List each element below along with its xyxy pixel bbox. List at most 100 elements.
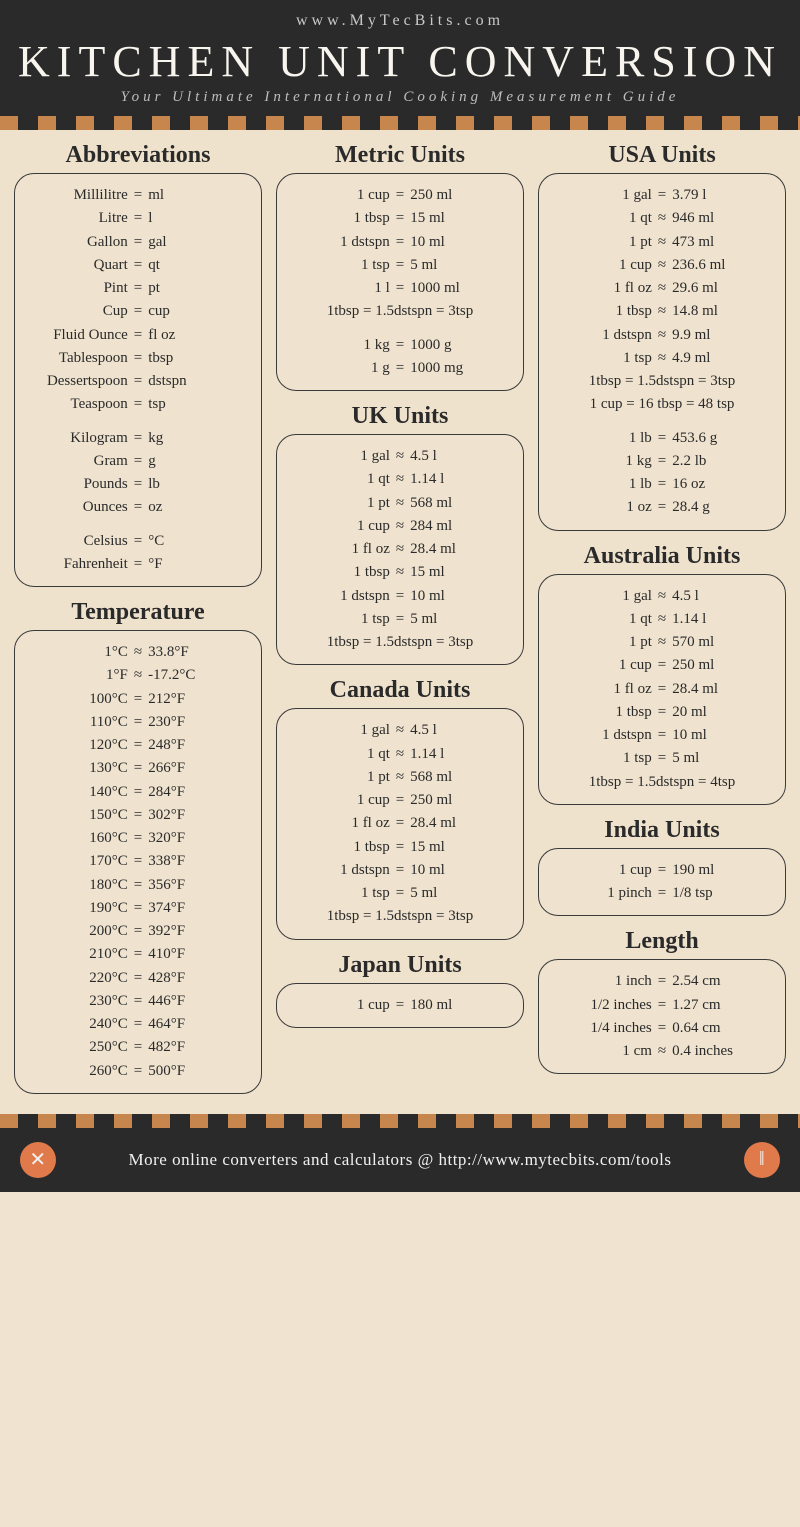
conversion-op: =: [132, 277, 144, 300]
conversion-left: 1 tsp: [547, 747, 656, 770]
conversion-row: 1 tsp=5 ml: [547, 747, 777, 770]
section-title: India Units: [538, 817, 786, 844]
conversion-right: 410°F: [144, 943, 253, 966]
conversion-op: =: [132, 347, 144, 370]
conversion-op: =: [132, 496, 144, 519]
conversion-op: =: [132, 553, 144, 576]
conversion-op: =: [132, 850, 144, 873]
conversion-left: 1/2 inches: [547, 994, 656, 1017]
conversion-op: =: [132, 254, 144, 277]
conversion-left: 1°F: [23, 664, 132, 687]
conversion-left: 220°C: [23, 967, 132, 990]
conversion-op: =: [656, 473, 668, 496]
conversion-right: tbsp: [144, 347, 253, 370]
conversion-left: 250°C: [23, 1036, 132, 1059]
conversion-left: 1 tbsp: [285, 561, 394, 584]
spacer: [23, 520, 253, 530]
conversion-right: 28.4 g: [668, 496, 777, 519]
conversion-right: g: [144, 450, 253, 473]
conversion-row: 1 cup = 16 tbsp = 48 tsp: [547, 393, 777, 416]
conversion-right: fl oz: [144, 324, 253, 347]
conversion-op: =: [132, 943, 144, 966]
conversion-right: 1.14 l: [406, 743, 515, 766]
conversion-right: 284 ml: [406, 515, 515, 538]
conversion-op: =: [132, 781, 144, 804]
conversion-right: gal: [144, 231, 253, 254]
conversion-row: 1 tbsp=20 ml: [547, 701, 777, 724]
page-title: KITCHEN UNIT CONVERSION: [0, 36, 800, 87]
conversion-left: 1 pt: [547, 631, 656, 654]
conversion-row: 1 lb=453.6 g: [547, 427, 777, 450]
conversion-right: l: [144, 207, 253, 230]
conversion-row: 240°C=464°F: [23, 1013, 253, 1036]
conversion-row: Tablespoon=tbsp: [23, 347, 253, 370]
conversion-left: 1 cup: [285, 515, 394, 538]
conversion-op: =: [132, 990, 144, 1013]
conversion-right: 1.27 cm: [668, 994, 777, 1017]
conversion-row: 180°C=356°F: [23, 874, 253, 897]
conversion-op: ≈: [394, 445, 406, 468]
section-title: UK Units: [276, 403, 524, 430]
footer-text: More online converters and calculators @…: [64, 1150, 736, 1170]
conversion-left: 1 dstspn: [547, 324, 656, 347]
conversion-left: 1 tbsp: [285, 207, 394, 230]
conversion-left: Ounces: [23, 496, 132, 519]
conversion-row: 1 tbsp=15 ml: [285, 836, 515, 859]
conversion-row: 1 qt≈1.14 l: [285, 743, 515, 766]
conversion-row: Celsius=°C: [23, 530, 253, 553]
conversion-op: =: [656, 970, 668, 993]
conversion-left: 260°C: [23, 1060, 132, 1083]
conversion-row: 1 dstspn=10 ml: [285, 585, 515, 608]
section-frame: 1 gal≈4.5 l1 qt≈1.14 l1 pt≈568 ml1 cup=2…: [276, 708, 524, 939]
conversion-op: ≈: [394, 561, 406, 584]
conversion-right: 1000 g: [406, 334, 515, 357]
conversion-op: =: [132, 427, 144, 450]
section-title: Canada Units: [276, 677, 524, 704]
conversion-op: =: [132, 393, 144, 416]
conversion-row: 1 cm≈0.4 inches: [547, 1040, 777, 1063]
conversion-op: =: [394, 608, 406, 631]
conversion-left: Teaspoon: [23, 393, 132, 416]
conversion-row: 1 cup≈236.6 ml: [547, 254, 777, 277]
conversion-row: 1 oz=28.4 g: [547, 496, 777, 519]
column-right: USA Units1 gal=3.79 l1 qt≈946 ml1 pt≈473…: [538, 142, 786, 1106]
conversion-op: =: [132, 711, 144, 734]
conversion-row: 1 qt≈1.14 l: [547, 608, 777, 631]
section-frame: Millilitre=mlLitre=lGallon=galQuart=qtPi…: [14, 173, 262, 587]
conversion-row: 1 gal=3.79 l: [547, 184, 777, 207]
cutlery-icon: ‖: [744, 1142, 780, 1178]
conversion-row: 220°C=428°F: [23, 967, 253, 990]
conversion-op: ≈: [656, 347, 668, 370]
conversion-text: 1tbsp = 1.5dstspn = 3tsp: [589, 370, 736, 393]
conversion-right: 568 ml: [406, 492, 515, 515]
conversion-row: 1 fl oz≈28.4 ml: [285, 538, 515, 561]
conversion-left: Gram: [23, 450, 132, 473]
conversion-right: 250 ml: [406, 789, 515, 812]
section-frame: 1 gal=3.79 l1 qt≈946 ml1 pt≈473 ml1 cup≈…: [538, 173, 786, 531]
conversion-left: 1 oz: [547, 496, 656, 519]
conversion-row: 1 tsp=5 ml: [285, 254, 515, 277]
conversion-text: 1tbsp = 1.5dstspn = 3tsp: [327, 631, 474, 654]
conversion-left: 240°C: [23, 1013, 132, 1036]
conversion-right: dstspn: [144, 370, 253, 393]
conversion-left: 1 lb: [547, 427, 656, 450]
conversion-right: 482°F: [144, 1036, 253, 1059]
conversion-op: =: [132, 734, 144, 757]
conversion-right: cup: [144, 300, 253, 323]
conversion-row: 1 cup≈284 ml: [285, 515, 515, 538]
conversion-left: 1 tbsp: [547, 300, 656, 323]
conversion-op: =: [394, 994, 406, 1017]
conversion-right: 16 oz: [668, 473, 777, 496]
column-left: AbbreviationsMillilitre=mlLitre=lGallon=…: [14, 142, 262, 1106]
conversion-right: 212°F: [144, 688, 253, 711]
conversion-left: Pounds: [23, 473, 132, 496]
conversion-left: 1 dstspn: [285, 859, 394, 882]
divider-top: [0, 116, 800, 130]
conversion-left: 1 pt: [547, 231, 656, 254]
conversion-row: 1 tbsp≈14.8 ml: [547, 300, 777, 323]
conversion-op: =: [656, 882, 668, 905]
conversion-op: ≈: [132, 664, 144, 687]
conversion-row: 1 qt≈1.14 l: [285, 468, 515, 491]
conversion-row: 130°C=266°F: [23, 757, 253, 780]
conversion-row: 1 gal≈4.5 l: [547, 585, 777, 608]
